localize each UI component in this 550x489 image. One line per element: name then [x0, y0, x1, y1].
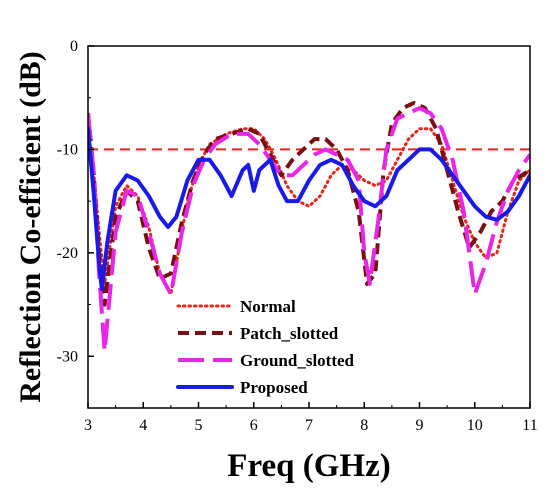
- series-line-4: [88, 126, 530, 292]
- data-layer: [88, 100, 530, 354]
- series-line-3: [88, 106, 530, 354]
- legend: Normal Patch_slotted Ground_slotted Propose…: [176, 297, 355, 397]
- x-tick-label: 6: [250, 417, 258, 434]
- series-line-1: [88, 127, 530, 296]
- x-tick-label: 10: [467, 417, 483, 434]
- y-tick-label: 0: [70, 38, 78, 55]
- y-axis-title: Reflection Co-efficient (dB): [14, 51, 47, 403]
- x-tick-label: 11: [522, 417, 537, 434]
- series-line-2: [88, 100, 530, 307]
- legend-label-1: Normal: [240, 297, 296, 316]
- y-tick-label: -30: [57, 348, 78, 365]
- x-axis-title: Freq (GHz): [227, 448, 390, 484]
- x-tick-label: 7: [305, 417, 313, 434]
- x-tick-label: 8: [360, 417, 368, 434]
- y-tick-label: -20: [57, 245, 78, 262]
- x-tick-label: 3: [84, 417, 92, 434]
- y-tick-label: -10: [57, 141, 78, 158]
- legend-label-4: Proposed: [240, 378, 308, 397]
- x-tick-label: 9: [416, 417, 424, 434]
- legend-label-3: Ground_slotted: [240, 351, 355, 370]
- axes-layer: 3 4 5 6 7 8 9 10 11 0 -10 -20 -30: [57, 38, 538, 434]
- x-tick-label: 5: [195, 417, 203, 434]
- legend-label-2: Patch_slotted: [240, 324, 339, 343]
- x-tick-label: 4: [139, 417, 147, 434]
